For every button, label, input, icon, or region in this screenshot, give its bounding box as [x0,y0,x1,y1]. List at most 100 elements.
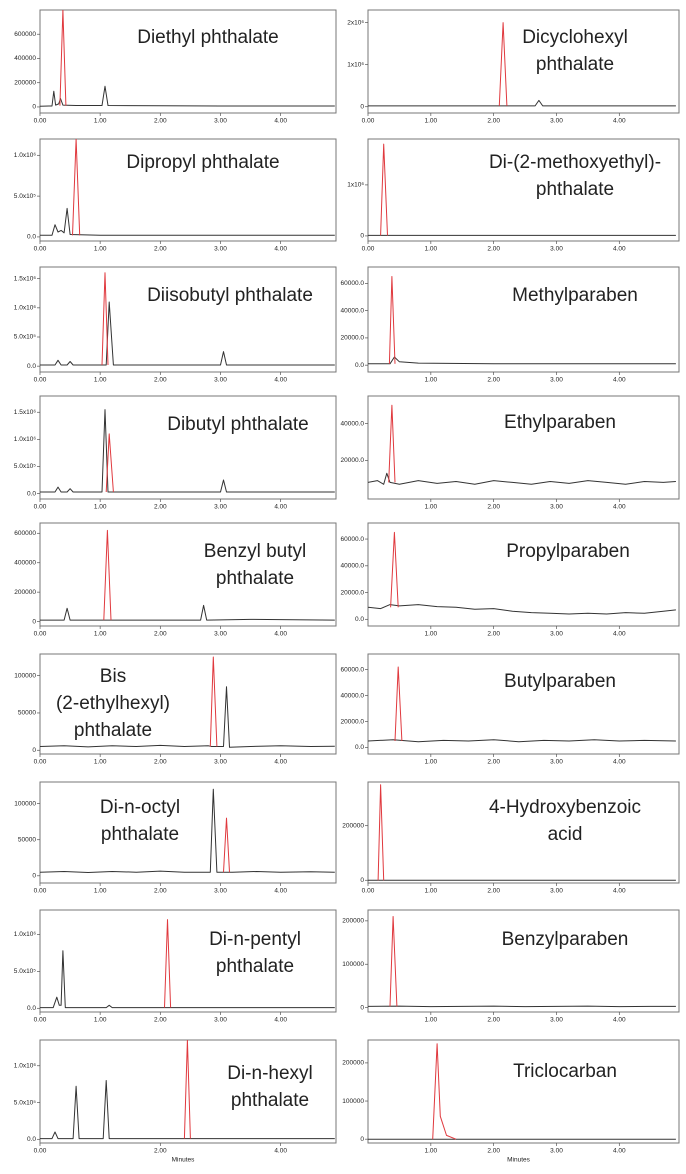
x-tick-label: 4.00 [274,504,287,511]
panel-title: Di-n-pentyl [209,929,301,950]
x-tick-label: 1.00 [425,631,438,638]
y-tick-label: 5.0x10⁵ [14,463,37,470]
x-tick-label: 0.00 [34,118,47,125]
panel-title: phthalate [231,1090,309,1111]
x-tick-label: 2.00 [154,888,167,895]
trace-line [394,666,403,742]
trace-line [368,1005,676,1008]
panel: 0 1x10⁶ 2x10⁶ 0.00 1.00 2.00 3.00 4.00 Dicyclohe… [347,9,680,125]
trace-line [368,604,676,615]
trace-line [223,817,230,873]
panel-title: Dibutyl phthalate [167,414,309,435]
x-tick-label: 2.00 [487,377,500,384]
y-tick-label: 0 [360,1136,364,1143]
y-tick-label: 5.0x10⁵ [14,193,37,200]
x-tick-label: 0.00 [362,888,375,895]
panel-title: phthalate [101,824,179,845]
x-tick-label: 4.00 [613,504,626,511]
x-tick-label: 1.00 [94,888,107,895]
x-tick-label: 2.00 [487,118,500,125]
y-tick-label: 2x10⁶ [347,19,364,26]
panel: 0 100000 200000 1.00 2.00 3.00 4.00 Benzylparab… [342,909,680,1024]
y-tick-label: 1.5x10⁶ [14,275,37,282]
y-tick-label: 1.5x10⁶ [14,409,37,416]
x-tick-label: 3.00 [550,246,563,253]
y-tick-label: 0 [32,873,36,880]
x-tick-label: 3.00 [550,504,563,511]
panel: 0.0 5.0x10⁵ 1.0x10⁶ 0.00 1.00 2.00 3.00 4.00 Dip… [14,138,337,253]
panel-title: Benzylparaben [502,929,629,950]
x-tick-label: 4.00 [613,759,626,766]
x-tick-label: 2.00 [154,1148,167,1155]
x-tick-label: 1.00 [425,246,438,253]
x-tick-label: 3.00 [214,504,227,511]
y-tick-label: 0 [360,1004,364,1011]
trace-line [209,656,218,747]
y-tick-label: 0 [360,877,364,884]
x-tick-label: 4.00 [274,888,287,895]
trace-line [40,301,335,366]
x-tick-label: 3.00 [214,631,227,638]
y-tick-label: 40000.0 [341,692,365,699]
y-tick-label: 0 [360,233,364,240]
y-tick-label: 400000 [14,55,36,62]
panel-title: phthalate [216,956,294,977]
x-axis-label: Minutes [507,1157,531,1164]
panel-title: Diisobutyl phthalate [147,285,313,306]
y-tick-label: 0 [32,618,36,625]
panel: 0 200000 400000 600000 0.00 1.00 2.00 3.00 4.00 D… [14,9,337,125]
x-tick-label: 0.00 [34,246,47,253]
y-tick-label: 50000 [18,710,36,717]
x-tick-label: 4.00 [613,1017,626,1024]
plot-frame [39,138,337,242]
x-tick-label: 4.00 [274,759,287,766]
plot-frame [39,395,337,500]
plot-frame [39,266,337,373]
panel: 0.0 20000.0 40000.0 60000.0 1.00 2.00 3.00 4.00… [341,266,680,384]
x-tick-label: 0.00 [362,118,375,125]
panel: 0.0 5.0x10⁵ 1.0x10⁶ 0.00 1.00 2.00 3.00 4.00 Di-… [14,909,337,1024]
y-tick-label: 200000 [342,918,364,925]
x-tick-label: 1.00 [425,1017,438,1024]
y-tick-label: 200000 [14,79,36,86]
x-tick-label: 1.00 [94,631,107,638]
trace-line [390,531,399,608]
x-tick-label: 3.00 [550,1017,563,1024]
x-tick-label: 4.00 [613,888,626,895]
panel-title: Methylparaben [512,285,638,306]
y-tick-label: 0.0 [27,1005,36,1012]
panel-title: Di-n-hexyl [227,1063,313,1084]
trace-line [105,433,114,493]
y-tick-label: 1.0x10⁶ [14,1062,37,1069]
x-tick-label: 4.00 [613,118,626,125]
y-tick-label: 5.0x10⁵ [14,968,37,975]
x-tick-label: 4.00 [274,631,287,638]
x-tick-label: 2.00 [487,1017,500,1024]
trace-line [183,1040,191,1139]
y-tick-label: 40000.0 [341,420,365,427]
x-tick-label: 1.00 [425,1148,438,1155]
trace-line [388,276,396,364]
x-tick-label: 2.00 [487,631,500,638]
panel-title: Triclocarban [513,1061,617,1082]
y-tick-label: 1.0x10⁶ [14,931,37,938]
trace-line [368,472,676,485]
x-tick-label: 3.00 [550,377,563,384]
y-tick-label: 1.0x10⁶ [14,305,37,312]
trace-line [72,139,81,236]
panel: 0.0 5.0x10⁵ 1.0x10⁶ 0.00 2.00 4.00 Minutes Di-n… [14,1039,337,1164]
panel-title: (2-ethylhexyl) [56,693,170,714]
x-tick-label: 2.00 [154,504,167,511]
x-tick-label: 2.00 [487,1148,500,1155]
y-tick-label: 0.0 [355,616,364,623]
x-tick-label: 0.00 [34,631,47,638]
y-tick-label: 5.0x10⁵ [14,334,37,341]
x-tick-label: 1.00 [425,504,438,511]
plot-frame [39,522,337,627]
y-tick-label: 200000 [14,589,36,596]
y-tick-label: 0.0 [27,490,36,497]
y-tick-label: 1.0x10⁶ [14,152,37,159]
x-tick-label: 1.00 [94,504,107,511]
y-tick-label: 100000 [14,672,36,679]
panel-title: acid [548,824,583,845]
